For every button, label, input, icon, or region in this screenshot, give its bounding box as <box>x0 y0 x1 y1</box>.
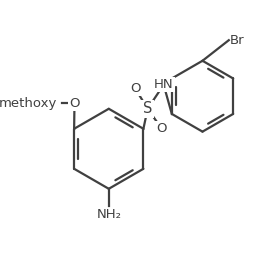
Text: S: S <box>143 101 152 116</box>
Text: NH₂: NH₂ <box>96 208 121 221</box>
Text: HN: HN <box>154 78 174 91</box>
Text: O: O <box>69 97 80 110</box>
Text: methoxy: methoxy <box>0 97 57 110</box>
Text: Br: Br <box>230 34 244 47</box>
Text: O: O <box>130 82 140 95</box>
Text: O: O <box>156 122 167 135</box>
